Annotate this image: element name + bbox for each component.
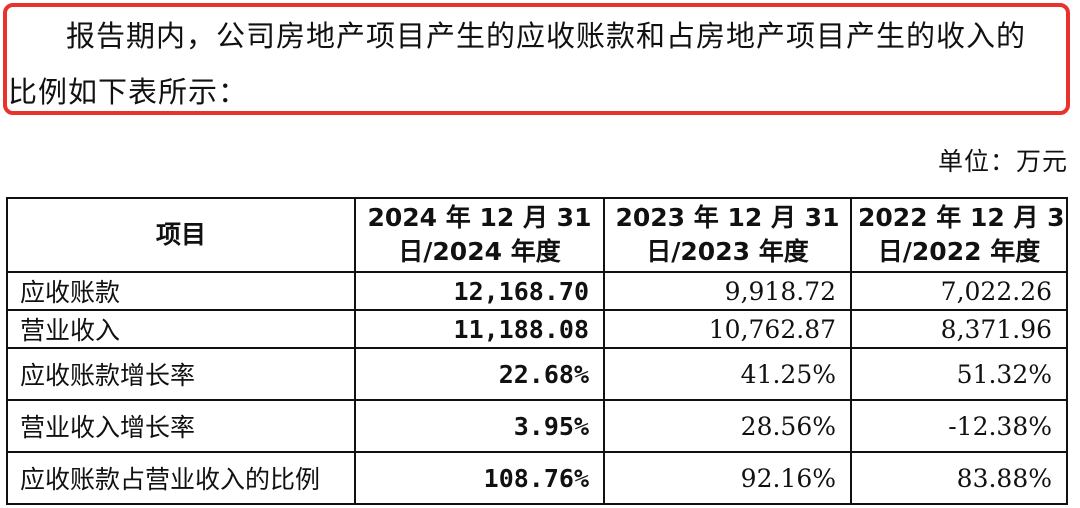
header-2023: 2023 年 12 月 31 日/2023 年度: [603, 197, 852, 273]
unit-label: 单位：万元: [937, 147, 1068, 176]
highlight-box: [3, 3, 1070, 115]
intro-paragraph: 报告期内，公司房地产项目产生的应收账款和占房地产项目产生的收入的 比例如下表所示…: [8, 8, 1070, 120]
table-row: 应收账款增长率 22.68% 41.25% 51.32%: [6, 347, 1068, 401]
row-label: 应收账款占营业收入的比例: [6, 451, 356, 505]
paragraph-line-1: 报告期内，公司房地产项目产生的应收账款和占房地产项目产生的收入的: [8, 8, 1070, 64]
cell-2024: 12,168.70: [354, 271, 605, 311]
cell-2022: 51.32%: [850, 347, 1068, 401]
cell-2023: 9,918.72: [603, 271, 852, 311]
header-item: 项目: [6, 197, 356, 273]
header-2024: 2024 年 12 月 31 日/2024 年度: [354, 197, 605, 273]
cell-2022: 7,022.26: [850, 271, 1068, 311]
paragraph-line-1-text: 报告期内，公司房地产项目产生的应收账款和占房地产项目产生的收入的: [66, 19, 1027, 53]
table-header-row: 项目 2024 年 12 月 31 日/2024 年度 2023 年 12 月 3…: [6, 197, 1068, 273]
cell-2023: 92.16%: [603, 451, 852, 505]
cell-2022: -12.38%: [850, 399, 1068, 453]
financial-table: 项目 2024 年 12 月 31 日/2024 年度 2023 年 12 月 3…: [6, 197, 1068, 505]
cell-2024: 11,188.08: [354, 309, 605, 349]
cell-2022: 8,371.96: [850, 309, 1068, 349]
row-label: 营业收入: [6, 309, 356, 349]
cell-2023: 41.25%: [603, 347, 852, 401]
table-row: 营业收入增长率 3.95% 28.56% -12.38%: [6, 399, 1068, 453]
cell-2022: 83.88%: [850, 451, 1068, 505]
cell-2024: 22.68%: [354, 347, 605, 401]
cell-2023: 10,762.87: [603, 309, 852, 349]
cell-2023: 28.56%: [603, 399, 852, 453]
row-label: 营业收入增长率: [6, 399, 356, 453]
cell-2024: 3.95%: [354, 399, 605, 453]
cell-2024: 108.76%: [354, 451, 605, 505]
table-row: 应收账款占营业收入的比例 108.76% 92.16% 83.88%: [6, 451, 1068, 505]
table-row: 应收账款 12,168.70 9,918.72 7,022.26: [6, 271, 1068, 311]
row-label: 应收账款: [6, 271, 356, 311]
paragraph-line-2: 比例如下表所示：: [8, 75, 249, 109]
row-label: 应收账款增长率: [6, 347, 356, 401]
table-row: 营业收入 11,188.08 10,762.87 8,371.96: [6, 309, 1068, 349]
header-2022: 2022 年 12 月 31 日/2022 年度: [850, 197, 1068, 273]
